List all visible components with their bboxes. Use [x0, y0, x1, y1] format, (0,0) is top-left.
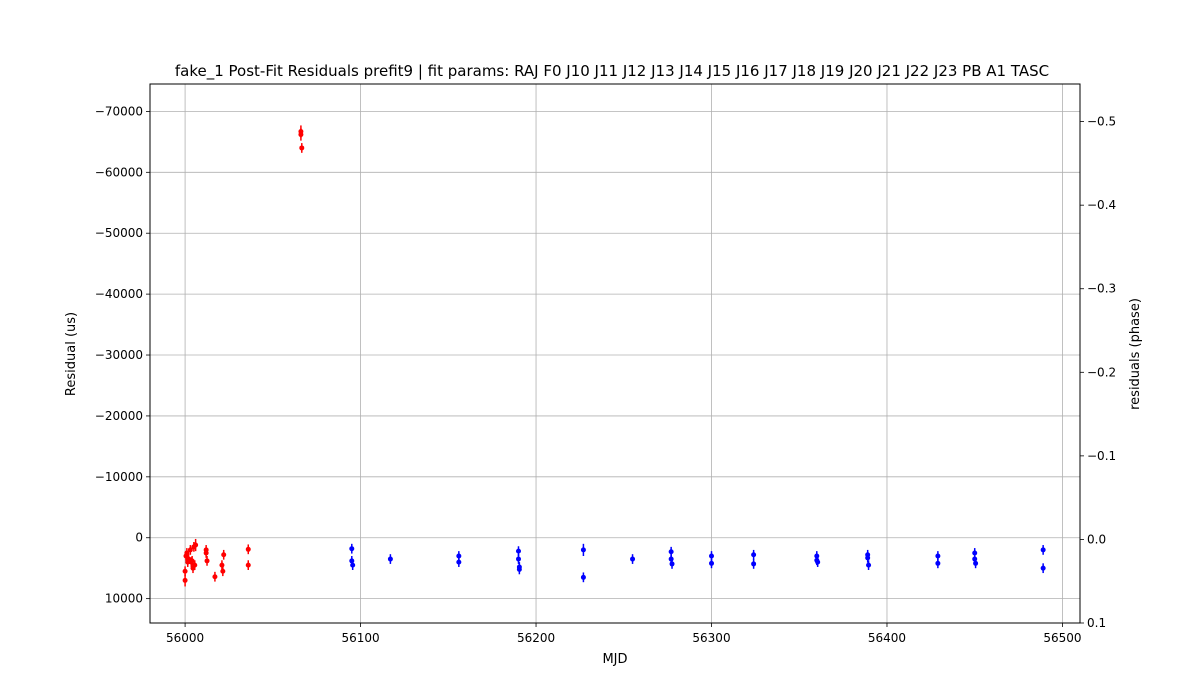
data-point	[751, 552, 757, 558]
data-point	[299, 145, 305, 151]
data-point	[935, 560, 941, 566]
y-tick-label: −10000	[95, 470, 143, 484]
data-point	[192, 562, 198, 568]
right-y-tick-label: −0.3	[1087, 282, 1116, 296]
data-point	[668, 556, 674, 562]
data-point	[245, 562, 251, 568]
data-point	[349, 546, 355, 552]
data-point	[219, 562, 225, 568]
data-point	[221, 552, 227, 558]
data-point	[973, 560, 979, 566]
x-axis-ticks: 56000 56100 56200 56300 56400 56500	[166, 623, 1082, 645]
data-point	[182, 577, 188, 583]
data-point	[865, 555, 871, 561]
right-y-tick-label: −0.1	[1087, 449, 1116, 463]
data-point	[972, 550, 978, 556]
right-y-tick-label: 0.1	[1087, 616, 1106, 630]
data-point	[187, 547, 193, 553]
data-point	[751, 561, 757, 567]
data-point	[456, 553, 462, 559]
y-tick-label: 0	[135, 531, 143, 545]
data-point	[203, 550, 209, 556]
data-point	[815, 559, 821, 565]
grid-lines	[150, 84, 1080, 623]
chart-title: fake_1 Post-Fit Residuals prefit9 | fit …	[175, 62, 1049, 81]
data-point	[972, 556, 978, 562]
data-point	[350, 562, 356, 568]
data-point	[515, 556, 521, 562]
y-tick-label: −50000	[95, 226, 143, 240]
data-point	[668, 549, 674, 555]
data-point	[935, 553, 941, 559]
right-y-tick-label: 0.0	[1087, 532, 1106, 546]
right-y-tick-label: −0.2	[1087, 365, 1116, 379]
data-point	[630, 556, 636, 562]
y-axis-label: Residual (us)	[64, 312, 79, 396]
data-point	[298, 132, 304, 138]
data-point	[669, 561, 675, 567]
data-point	[182, 568, 188, 574]
data-point	[515, 548, 521, 554]
right-y-tick-label: −0.4	[1087, 198, 1116, 212]
data-point	[220, 568, 226, 574]
data-point	[580, 547, 586, 553]
y-tick-label: −30000	[95, 348, 143, 362]
right-y-axis-label: residuals (phase)	[1128, 298, 1143, 410]
data-point	[189, 558, 195, 564]
y-tick-label: −60000	[95, 165, 143, 179]
y-tick-label: −20000	[95, 409, 143, 423]
x-tick-label: 56100	[341, 631, 379, 645]
data-point	[1040, 565, 1046, 571]
plot-frame	[149, 83, 1081, 624]
right-y-tick-label: −0.5	[1087, 115, 1116, 129]
y-tick-label: 10000	[105, 592, 143, 606]
data-point	[709, 553, 715, 559]
data-point	[456, 559, 462, 565]
x-tick-label: 56000	[166, 631, 204, 645]
data-point	[709, 560, 715, 566]
y-axis-ticks: −70000 −60000 −50000 −40000 −30000 −20000 −100…	[95, 104, 150, 606]
x-tick-label: 56400	[868, 631, 906, 645]
x-tick-label: 56300	[692, 631, 730, 645]
data-point	[866, 562, 872, 568]
data-point	[204, 558, 210, 564]
data-point	[193, 542, 199, 548]
data-point	[516, 566, 522, 572]
x-axis-label: MJD	[602, 652, 627, 667]
data-point	[349, 558, 355, 564]
data-point	[387, 556, 393, 562]
right-y-axis-ticks: −0.5 −0.4 −0.3 −0.2 −0.1 0.0 0.1	[1080, 115, 1116, 630]
y-tick-label: −40000	[95, 287, 143, 301]
data-point	[245, 546, 251, 552]
data-point	[580, 574, 586, 580]
data-points	[182, 125, 1046, 587]
y-tick-label: −70000	[95, 104, 143, 118]
x-tick-label: 56500	[1043, 631, 1081, 645]
data-point	[212, 574, 218, 580]
x-tick-label: 56200	[517, 631, 555, 645]
data-point	[1040, 547, 1046, 553]
